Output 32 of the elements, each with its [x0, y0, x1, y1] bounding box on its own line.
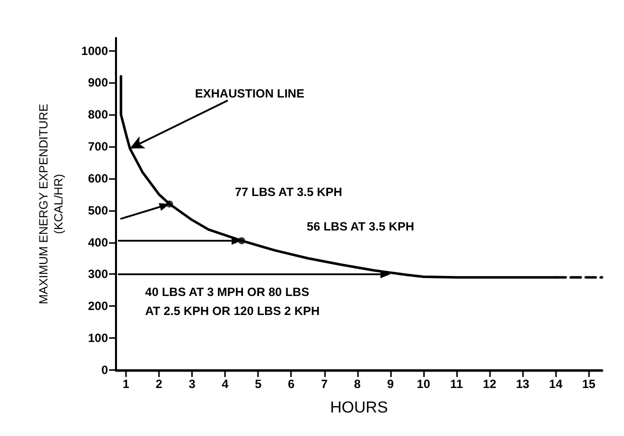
y-tick-label: 900	[88, 76, 108, 90]
x-tick-label: 14	[549, 377, 563, 391]
y-tick-label: 1000	[81, 44, 108, 58]
y-tick-label: 200	[88, 299, 108, 314]
x-tick-label: 12	[482, 377, 497, 391]
y-tick-label: 0	[101, 363, 108, 377]
x-tick-label: 9	[387, 377, 394, 391]
x-tick-label: 8	[354, 377, 362, 391]
y-tick-label: 400	[88, 235, 108, 250]
y-tick-label: 500	[88, 203, 108, 218]
x-tick-label: 10	[416, 377, 430, 391]
x-tick-label: 6	[288, 377, 295, 391]
x-tick-label: 1	[122, 377, 130, 391]
y-axis-title: MAXIMUM ENERGY EXPENDITURE (KCAL/HR)	[36, 104, 66, 304]
y-tick-label: 300	[88, 267, 108, 282]
x-tick-label: 5	[254, 377, 262, 391]
y-tick-label: 100	[88, 331, 108, 346]
y-tick-label: 700	[88, 140, 108, 154]
x-tick-label: 2	[156, 377, 163, 391]
x-axis-title: HOURS	[330, 400, 388, 416]
y-tick-label: 600	[88, 171, 108, 186]
x-tick-label: 4	[222, 377, 229, 391]
x-tick-label: 7	[320, 377, 328, 391]
x-tick-label: 13	[516, 377, 530, 391]
x-tick-label: 3	[188, 377, 196, 391]
y-tick-label: 800	[88, 108, 108, 122]
annotation: 40 LBS AT 3 MPH OR 80 LBS AT 2.5 KPH OR 120 LBS 2 KPH	[145, 284, 320, 318]
annotation: 77 LBS AT 3.5 KPH	[234, 185, 342, 200]
annotation: EXHAUSTION LINE	[194, 86, 304, 100]
x-tick-label: 15	[582, 377, 596, 391]
annotation: 56 LBS AT 3.5 KPH	[306, 220, 414, 234]
x-tick-label: 11	[450, 377, 464, 391]
